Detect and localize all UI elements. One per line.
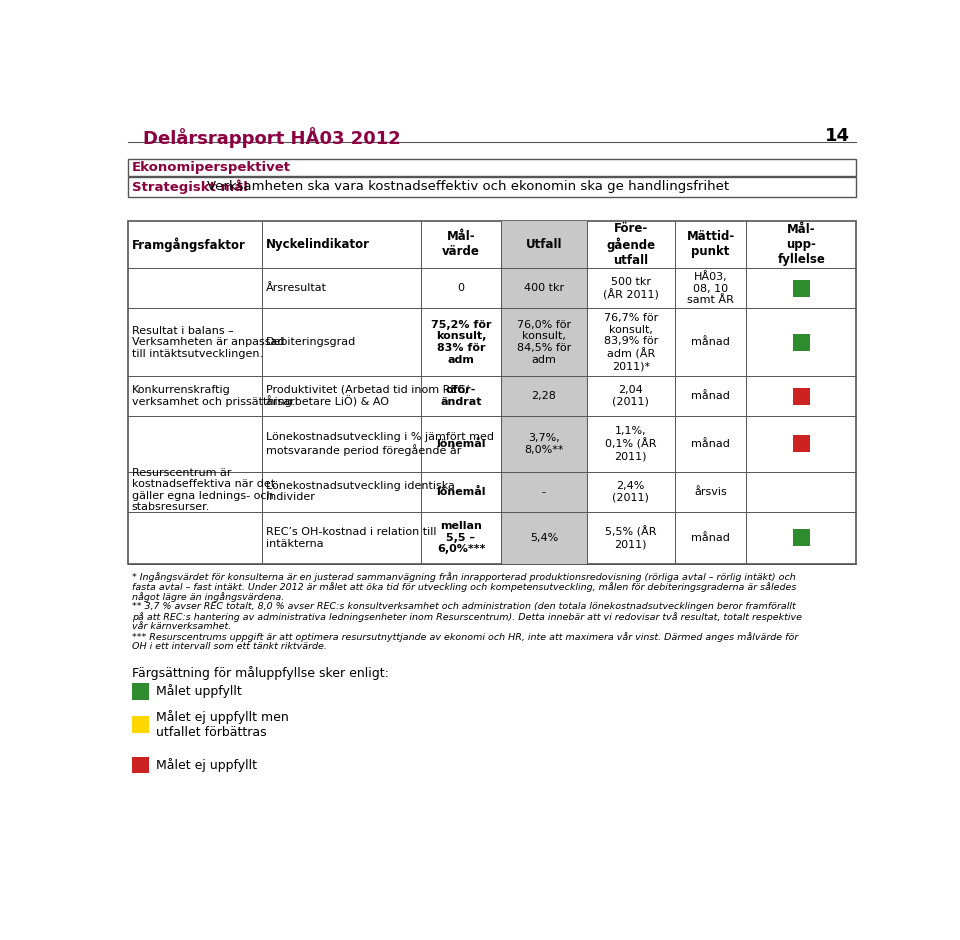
- Text: Lönekostnadsutveckling identiska
individer: Lönekostnadsutveckling identiska individ…: [266, 481, 455, 503]
- Text: OH i ett intervall som ett tänkt riktvärde.: OH i ett intervall som ett tänkt riktvär…: [132, 642, 326, 650]
- Text: Utfall: Utfall: [526, 238, 563, 251]
- Text: Mål-
värde: Mål- värde: [442, 230, 480, 258]
- Text: 76,7% för
konsult,
83,9% för
adm (ÅR
2011)*: 76,7% för konsult, 83,9% för adm (ÅR 201…: [604, 313, 658, 371]
- Text: 1,1%,
0,1% (ÅR
2011): 1,1%, 0,1% (ÅR 2011): [605, 427, 657, 462]
- Bar: [132, 757, 149, 774]
- Text: *** Resurscentrums uppgift är att optimera resursutnyttjande av ekonomi och HR, : *** Resurscentrums uppgift är att optime…: [132, 632, 798, 642]
- Text: 2,4%
(2011): 2,4% (2011): [612, 481, 649, 503]
- Text: mellan
5,5 –
6,0%***: mellan 5,5 – 6,0%***: [437, 522, 485, 555]
- Text: årsvis: årsvis: [694, 487, 727, 496]
- Text: vår kärnverksamhet.: vår kärnverksamhet.: [132, 621, 230, 631]
- Text: HÅ03,
08, 10
samt ÅR: HÅ03, 08, 10 samt ÅR: [687, 272, 734, 306]
- Text: Verksamheten ska vara kostnadseffektiv och ekonomin ska ge handlingsfrihet: Verksamheten ska vara kostnadseffektiv o…: [206, 180, 729, 194]
- Text: -: -: [542, 487, 546, 496]
- Text: lönemål: lönemål: [436, 487, 486, 496]
- Text: 5,5% (ÅR
2011): 5,5% (ÅR 2011): [605, 526, 657, 549]
- Text: 2,04
(2011): 2,04 (2011): [612, 385, 649, 407]
- Text: 14: 14: [825, 127, 850, 145]
- Text: 3,7%,
8,0%**: 3,7%, 8,0%**: [524, 433, 564, 455]
- Text: 2,28: 2,28: [532, 391, 557, 401]
- Text: Strategiskt mål: Strategiskt mål: [132, 180, 248, 194]
- Text: Målet ej uppfyllt men
utfallet förbättras: Målet ej uppfyllt men utfallet förbättra…: [156, 711, 289, 740]
- Text: Framgångsfaktor: Framgångsfaktor: [132, 237, 246, 252]
- Text: Lönekostnadsutveckling i % jämfört med
motsvarande period föregående år: Lönekostnadsutveckling i % jämfört med m…: [266, 432, 493, 456]
- Text: Färgsättning för måluppfyllse sker enligt:: Färgsättning för måluppfyllse sker enlig…: [132, 666, 389, 680]
- Text: * Ingångsvärdet för konsulterna är en justerad sammanvägning från inrapporterad : * Ingångsvärdet för konsulterna är en ju…: [132, 572, 796, 582]
- Text: månad: månad: [691, 337, 730, 347]
- Bar: [128, 159, 856, 176]
- Text: 5,4%: 5,4%: [530, 533, 558, 542]
- Bar: [793, 529, 809, 546]
- Text: Produktivitet (Arbetad tid inom REC/
årsarbetare LiÖ) & AO: Produktivitet (Arbetad tid inom REC/ års…: [266, 384, 468, 408]
- Text: Delårsrapport HÅ03 2012: Delårsrapport HÅ03 2012: [143, 127, 401, 148]
- Text: Före-
gående
utfall: Före- gående utfall: [606, 222, 656, 267]
- Bar: [501, 221, 587, 564]
- Text: Målet ej uppfyllt: Målet ej uppfyllt: [156, 758, 257, 772]
- Bar: [793, 435, 809, 452]
- Text: Ekonomiperspektivet: Ekonomiperspektivet: [132, 161, 291, 174]
- Text: ** 3,7 % avser REC totalt, 8,0 % avser REC:s konsultverksamhet och administratio: ** 3,7 % avser REC totalt, 8,0 % avser R…: [132, 602, 796, 611]
- Text: 500 tkr
(ÅR 2011): 500 tkr (ÅR 2011): [603, 276, 659, 300]
- Text: 75,2% för
konsult,
83% för
adm: 75,2% för konsult, 83% för adm: [431, 320, 492, 365]
- Text: REC’s OH-kostnad i relation till
intäkterna: REC’s OH-kostnad i relation till intäkte…: [266, 527, 436, 549]
- Text: oför-
ändrat: oför- ändrat: [441, 385, 482, 407]
- Text: Målet uppfyllt: Målet uppfyllt: [156, 684, 242, 698]
- Bar: [793, 280, 809, 297]
- Bar: [132, 682, 149, 699]
- Bar: [793, 334, 809, 351]
- Text: något lägre än ingångsvärdena.: något lägre än ingångsvärdena.: [132, 592, 284, 602]
- Text: 76,0% för
konsult,
84,5% för
adm: 76,0% för konsult, 84,5% för adm: [516, 320, 571, 365]
- Text: Mål-
upp-
fyllelse: Mål- upp- fyllelse: [778, 223, 826, 266]
- Text: månad: månad: [691, 439, 730, 449]
- Text: fasta avtal – fast intäkt. Under 2012 är målet att öka tid för utveckling och ko: fasta avtal – fast intäkt. Under 2012 är…: [132, 582, 796, 591]
- Bar: [128, 177, 856, 196]
- Bar: [128, 221, 856, 564]
- Bar: [132, 716, 149, 733]
- Text: månad: månad: [691, 391, 730, 401]
- Text: Mättid-
punkt: Mättid- punkt: [686, 230, 734, 258]
- Text: Resurscentrum är
kostnadseffektiva när det
gäller egna lednings- och
stabsresurs: Resurscentrum är kostnadseffektiva när d…: [132, 468, 275, 512]
- Text: 0: 0: [458, 283, 465, 293]
- Text: Debiteringsgrad: Debiteringsgrad: [266, 337, 356, 347]
- Text: på att REC:s hantering av administrativa ledningsenheter inom Resurscentrum). De: på att REC:s hantering av administrativa…: [132, 612, 802, 621]
- Text: Årsresultat: Årsresultat: [266, 283, 326, 293]
- Text: Nyckelindikator: Nyckelindikator: [266, 238, 370, 251]
- Text: lönemål: lönemål: [436, 439, 486, 449]
- Text: Resultat i balans –
Verksamheten är anpassad
till intäktsutvecklingen.: Resultat i balans – Verksamheten är anpa…: [132, 325, 284, 359]
- Text: Konkurrenskraftig
verksamhet och prissättning.: Konkurrenskraftig verksamhet och prissät…: [132, 385, 295, 407]
- Text: månad: månad: [691, 533, 730, 542]
- Text: 400 tkr: 400 tkr: [524, 283, 564, 293]
- Bar: [793, 387, 809, 404]
